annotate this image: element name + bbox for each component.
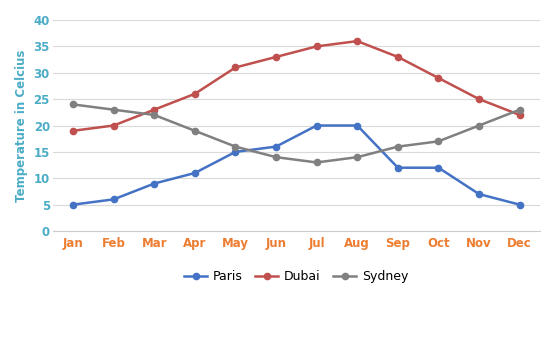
Paris <box>476 192 482 196</box>
Paris <box>435 166 442 170</box>
Line: Dubai: Dubai <box>70 38 523 134</box>
Legend: Paris, Dubai, Sydney: Paris, Dubai, Sydney <box>179 265 413 288</box>
Sydney <box>476 124 482 128</box>
Paris <box>314 124 320 128</box>
Dubai <box>110 124 117 128</box>
Sydney <box>395 144 401 149</box>
Dubai <box>435 76 442 80</box>
Paris <box>354 124 361 128</box>
Sydney <box>191 129 198 133</box>
Paris <box>110 197 117 201</box>
Sydney <box>232 144 239 149</box>
Sydney <box>435 139 442 143</box>
Dubai <box>191 92 198 96</box>
Dubai <box>232 65 239 70</box>
Sydney <box>70 102 77 106</box>
Dubai <box>476 97 482 101</box>
Dubai <box>395 55 401 59</box>
Sydney <box>151 113 158 117</box>
Dubai <box>314 44 320 48</box>
Paris <box>232 150 239 154</box>
Sydney <box>110 108 117 112</box>
Paris <box>70 203 77 207</box>
Sydney <box>273 155 279 159</box>
Sydney <box>516 108 523 112</box>
Paris <box>516 203 523 207</box>
Dubai <box>151 108 158 112</box>
Dubai <box>70 129 77 133</box>
Line: Sydney: Sydney <box>70 101 523 166</box>
Paris <box>395 166 401 170</box>
Dubai <box>354 39 361 43</box>
Y-axis label: Temperature in Celcius: Temperature in Celcius <box>15 49 28 202</box>
Line: Paris: Paris <box>70 122 523 208</box>
Dubai <box>273 55 279 59</box>
Paris <box>151 181 158 185</box>
Paris <box>273 144 279 149</box>
Dubai <box>516 113 523 117</box>
Sydney <box>314 160 320 165</box>
Sydney <box>354 155 361 159</box>
Paris <box>191 171 198 175</box>
